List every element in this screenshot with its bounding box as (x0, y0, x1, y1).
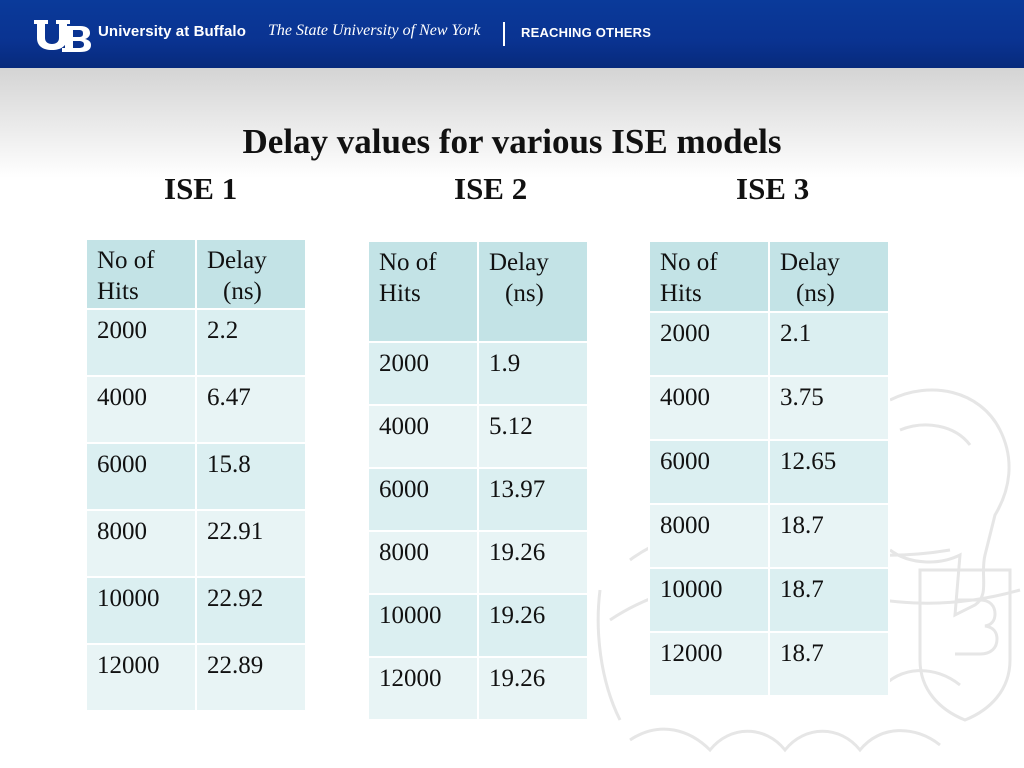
delay-cell: 18.7 (768, 503, 890, 569)
delay-cell: 5.12 (477, 404, 589, 469)
hits-header: No of Hits (85, 238, 197, 310)
hits-cell: 2000 (85, 308, 197, 377)
hits-cell: 12000 (648, 631, 770, 697)
delay-cell: 12.65 (768, 439, 890, 505)
delay-cell: 22.89 (195, 643, 307, 712)
hits-cell: 8000 (648, 503, 770, 569)
delay-cell: 22.91 (195, 509, 307, 578)
table-header-row: No of Hits Delay (ns) (648, 240, 890, 313)
table-header-row: No of Hits Delay (ns) (85, 238, 307, 310)
ise1-label: ISE 1 (164, 171, 238, 206)
university-name: University at Buffalo (98, 23, 246, 40)
tagline: REACHING OTHERS (521, 25, 652, 40)
page-title: Delay values for various ISE models (242, 122, 782, 161)
delay-header: Delay (ns) (477, 240, 589, 343)
hits-header: No of Hits (648, 240, 770, 313)
delay-header: Delay (ns) (195, 238, 307, 310)
table-row: 8000 18.7 (648, 503, 890, 569)
delay-cell: 2.1 (768, 311, 890, 377)
table-row: 2000 1.9 (367, 341, 589, 406)
hits-cell: 2000 (367, 341, 479, 406)
hits-cell: 4000 (85, 375, 197, 444)
header-fade (0, 68, 1024, 178)
table-header-row: No of Hits Delay (ns) (367, 240, 589, 343)
ise1-table: No of Hits Delay (ns) 2000 2.2 4000 6.47 600… (85, 238, 307, 712)
delay-cell: 19.26 (477, 593, 589, 658)
hits-cell: 12000 (85, 643, 197, 712)
hits-cell: 10000 (85, 576, 197, 645)
table-row: 6000 15.8 (85, 442, 307, 511)
hits-cell: 8000 (367, 530, 479, 595)
table-row: 2000 2.1 (648, 311, 890, 377)
delay-cell: 13.97 (477, 467, 589, 532)
table-row: 10000 19.26 (367, 593, 589, 658)
hits-cell: 4000 (367, 404, 479, 469)
table-row: 4000 5.12 (367, 404, 589, 469)
table-row: 6000 13.97 (367, 467, 589, 532)
table-row: 4000 3.75 (648, 375, 890, 441)
ub-logo-icon (34, 20, 91, 52)
delay-cell: 2.2 (195, 308, 307, 377)
delay-header: Delay (ns) (768, 240, 890, 313)
hits-cell: 10000 (367, 593, 479, 658)
hits-cell: 4000 (648, 375, 770, 441)
delay-cell: 6.47 (195, 375, 307, 444)
table-row: 12000 18.7 (648, 631, 890, 697)
hits-cell: 8000 (85, 509, 197, 578)
banner-divider (503, 22, 505, 46)
hits-cell: 6000 (367, 467, 479, 532)
table-row: 12000 19.26 (367, 656, 589, 721)
hits-cell: 10000 (648, 567, 770, 633)
table-row: 8000 22.91 (85, 509, 307, 578)
table-row: 10000 22.92 (85, 576, 307, 645)
ise2-label: ISE 2 (454, 171, 528, 206)
hits-cell: 2000 (648, 311, 770, 377)
delay-cell: 22.92 (195, 576, 307, 645)
ise3-label: ISE 3 (736, 171, 810, 206)
delay-cell: 18.7 (768, 567, 890, 633)
delay-cell: 3.75 (768, 375, 890, 441)
table-row: 2000 2.2 (85, 308, 307, 377)
table-row: 12000 22.89 (85, 643, 307, 712)
delay-cell: 15.8 (195, 442, 307, 511)
suny-name: The State University of New York (268, 22, 481, 39)
delay-cell: 19.26 (477, 656, 589, 721)
hits-cell: 12000 (367, 656, 479, 721)
table-row: 8000 19.26 (367, 530, 589, 595)
delay-cell: 1.9 (477, 341, 589, 406)
table-row: 10000 18.7 (648, 567, 890, 633)
ise3-table: No of Hits Delay (ns) 2000 2.1 4000 3.75 600… (648, 240, 890, 697)
table-row: 4000 6.47 (85, 375, 307, 444)
hits-header: No of Hits (367, 240, 479, 343)
header-banner: University at Buffalo The State Universi… (0, 0, 1024, 68)
delay-cell: 18.7 (768, 631, 890, 697)
hits-cell: 6000 (85, 442, 197, 511)
delay-cell: 19.26 (477, 530, 589, 595)
hits-cell: 6000 (648, 439, 770, 505)
table-row: 6000 12.65 (648, 439, 890, 505)
ise2-table: No of Hits Delay (ns) 2000 1.9 4000 5.12 600… (367, 240, 589, 721)
